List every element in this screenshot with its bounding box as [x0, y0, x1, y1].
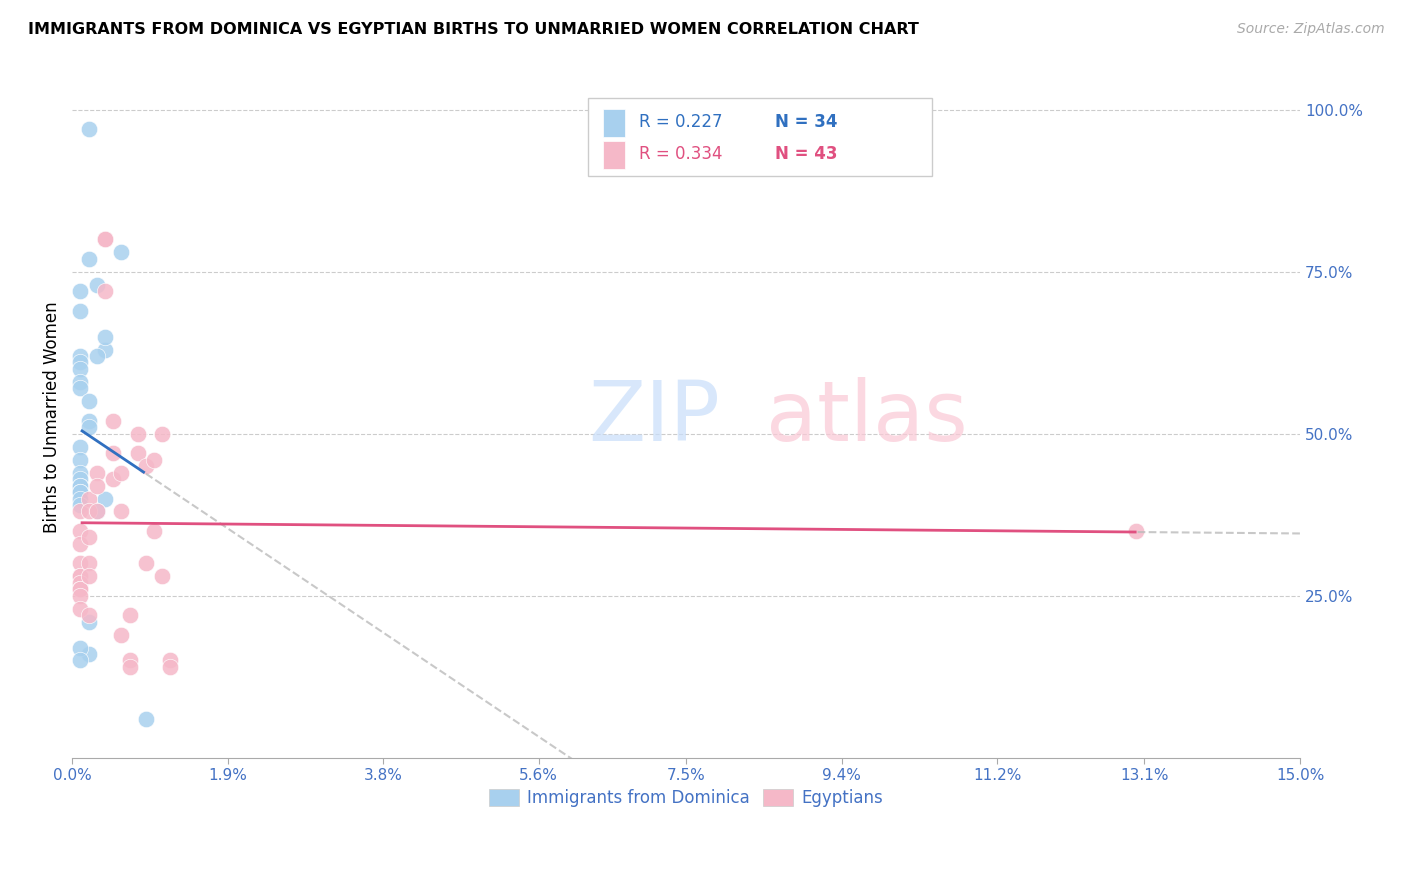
Point [94, 232, 117, 246]
Point [69, 472, 91, 486]
Text: IMMIGRANTS FROM DOMINICA VS EGYPTIAN BIRTHS TO UNMARRIED WOMEN CORRELATION CHART: IMMIGRANTS FROM DOMINICA VS EGYPTIAN BIR… [28, 22, 920, 37]
Point [86, 504, 108, 518]
Point [69, 362, 91, 376]
Point [77, 252, 100, 266]
Text: N = 43: N = 43 [775, 145, 837, 162]
Point [77, 615, 100, 629]
Point [69, 303, 91, 318]
Point [69, 355, 91, 369]
Point [77, 420, 100, 434]
Point [77, 557, 100, 571]
Point [110, 245, 132, 260]
Point [77, 569, 100, 583]
Point [143, 452, 166, 467]
Legend: Immigrants from Dominica, Egyptians: Immigrants from Dominica, Egyptians [482, 782, 890, 814]
Text: R = 0.227: R = 0.227 [640, 112, 723, 130]
Point [86, 277, 108, 292]
Point [69, 537, 91, 551]
Point [69, 504, 91, 518]
Point [69, 466, 91, 480]
Point [69, 601, 91, 615]
Point [86, 466, 108, 480]
Point [77, 608, 100, 623]
Point [69, 491, 91, 506]
Text: atlas: atlas [766, 377, 967, 458]
Text: N = 34: N = 34 [775, 112, 837, 130]
Point [69, 575, 91, 590]
Point [69, 498, 91, 512]
Point [1125, 524, 1147, 538]
Bar [603, 141, 624, 169]
Point [101, 472, 124, 486]
Point [69, 582, 91, 597]
Point [118, 660, 141, 674]
Point [127, 426, 149, 441]
Point [69, 452, 91, 467]
Y-axis label: Births to Unmarried Women: Births to Unmarried Women [44, 301, 60, 533]
Point [69, 478, 91, 492]
Text: ZIP: ZIP [588, 377, 720, 458]
Point [94, 491, 117, 506]
Point [69, 640, 91, 655]
Point [135, 459, 157, 474]
Text: Source: ZipAtlas.com: Source: ZipAtlas.com [1237, 22, 1385, 37]
Point [86, 478, 108, 492]
Point [77, 504, 100, 518]
Point [118, 608, 141, 623]
Point [69, 485, 91, 500]
Point [94, 329, 117, 343]
Point [69, 569, 91, 583]
Point [77, 414, 100, 428]
Point [69, 349, 91, 363]
Point [69, 589, 91, 603]
Point [69, 485, 91, 500]
Point [77, 647, 100, 661]
Point [69, 524, 91, 538]
Point [135, 712, 157, 726]
Point [94, 232, 117, 246]
Point [110, 627, 132, 641]
FancyBboxPatch shape [588, 98, 932, 176]
Point [94, 284, 117, 298]
Point [77, 530, 100, 544]
Point [69, 375, 91, 389]
Point [77, 122, 100, 136]
Point [69, 284, 91, 298]
Point [69, 557, 91, 571]
Point [150, 569, 173, 583]
Point [69, 582, 91, 597]
Point [86, 504, 108, 518]
Point [110, 466, 132, 480]
Point [118, 653, 141, 667]
Point [86, 349, 108, 363]
Point [110, 504, 132, 518]
Point [69, 440, 91, 454]
Point [159, 660, 181, 674]
Point [127, 446, 149, 460]
Point [69, 653, 91, 667]
Point [77, 491, 100, 506]
Point [69, 478, 91, 492]
Point [150, 426, 173, 441]
Point [101, 414, 124, 428]
Point [159, 653, 181, 667]
Point [94, 343, 117, 357]
Point [77, 394, 100, 409]
Point [143, 524, 166, 538]
Point [69, 381, 91, 395]
Point [69, 569, 91, 583]
Point [101, 446, 124, 460]
Point [135, 557, 157, 571]
Text: R = 0.334: R = 0.334 [640, 145, 723, 162]
Bar [603, 109, 624, 137]
